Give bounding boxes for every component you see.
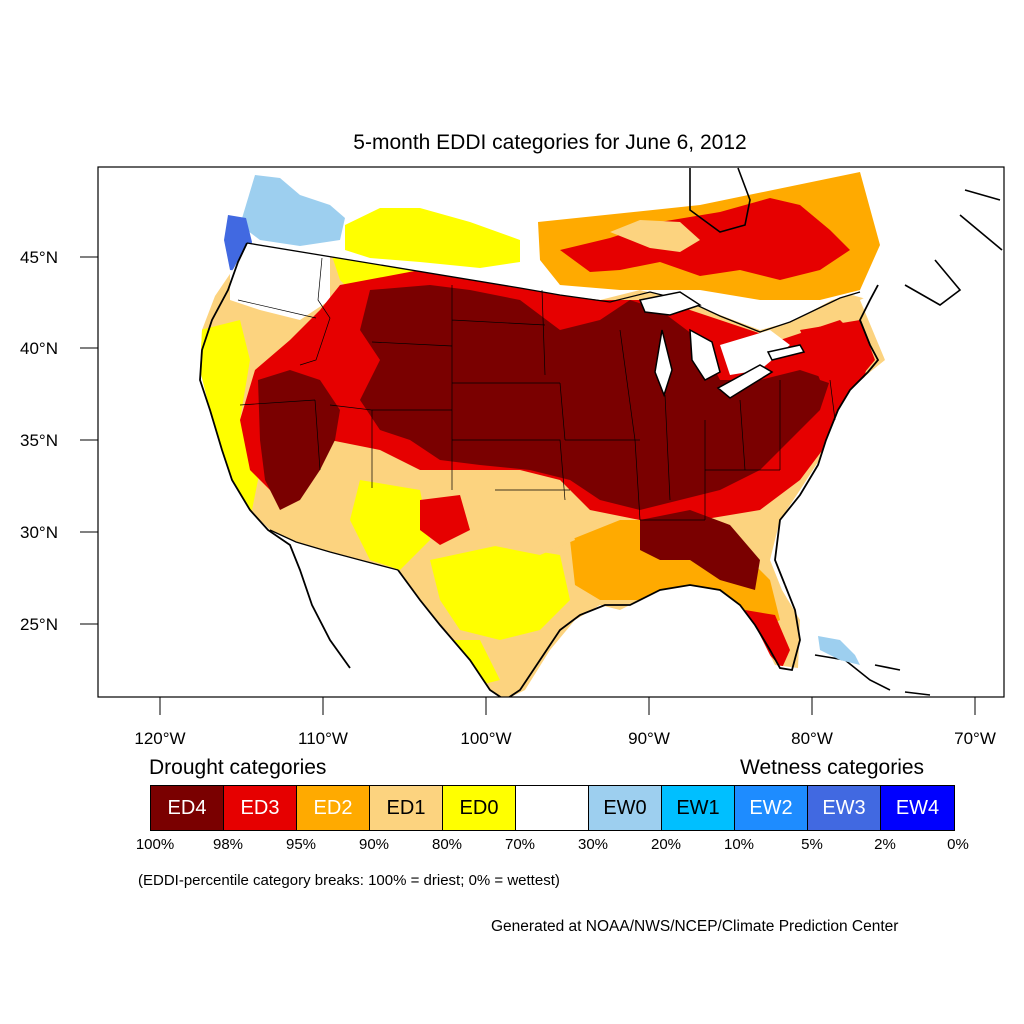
- lon-label-120w: 120°W: [134, 729, 185, 748]
- eddi-map: 45°N 40°N 35°N 30°N 25°N 120°W 110°W 100…: [20, 166, 1005, 748]
- legend-box-ed3: ED3: [224, 786, 297, 830]
- legend-break-label: 5%: [801, 836, 823, 853]
- lat-label-30: 30°N: [20, 523, 58, 542]
- legend-box-ew1: EW1: [662, 786, 735, 830]
- map-title: 5-month EDDI categories for June 6, 2012: [353, 131, 747, 154]
- category-note: (EDDI-percentile category breaks: 100% =…: [138, 872, 560, 889]
- legend-box-ed0: ED0: [443, 786, 516, 830]
- texas-ed0: [430, 545, 570, 640]
- legend-box-ew0: EW0: [589, 786, 662, 830]
- lat-label-25: 25°N: [20, 615, 58, 634]
- texas-ed1: [480, 495, 575, 555]
- lat-label-35: 35°N: [20, 431, 58, 450]
- lake-erie-white: [720, 330, 790, 375]
- lat-label-45: 45°N: [20, 248, 58, 267]
- nm-ed3: [420, 495, 470, 545]
- lon-label-100w: 100°W: [460, 729, 511, 748]
- legend-box-ew2: EW2: [735, 786, 808, 830]
- state-borders: [237, 257, 836, 521]
- east-coastline: [774, 284, 880, 586]
- alberta-ed0-region: [345, 208, 520, 268]
- legend-break-label: 30%: [577, 836, 609, 853]
- baja-ed4: [300, 560, 360, 640]
- lon-label-80w: 80°W: [791, 729, 833, 748]
- canada-ed1-region: [610, 220, 700, 252]
- category-breaks: 100% 98% 95% 90% 80% 70% 30% 20% 10% 5% 2% 0%: [0, 836, 1024, 856]
- legend-break-label: 90%: [358, 836, 390, 853]
- legend-box-neutral: [516, 786, 589, 830]
- lat-label-40: 40°N: [20, 339, 58, 358]
- legend-break-label: 20%: [650, 836, 682, 853]
- legend-break-label: 70%: [504, 836, 536, 853]
- legend-box-ed2: ED2: [297, 786, 370, 830]
- legend-break-label: 80%: [431, 836, 463, 853]
- drought-heading: Drought categories: [149, 756, 327, 779]
- lat-ticks: [80, 256, 98, 625]
- map-frame: [97, 166, 1005, 698]
- legend-break-label: 98%: [212, 836, 244, 853]
- hudson-bay-coast: [689, 167, 1003, 306]
- central-ed4: [360, 285, 830, 510]
- legend-break-label: 10%: [723, 836, 755, 853]
- legend-box-ed4: ED4: [151, 786, 224, 830]
- canada-ed3-region: [560, 198, 850, 280]
- basin-ed4: [258, 370, 340, 510]
- lon-label-70w: 70°W: [954, 729, 996, 748]
- caribbean-islands: [814, 654, 931, 696]
- canada-border: [246, 242, 861, 333]
- southwest-ed0: [350, 480, 430, 570]
- bahamas-wet: [818, 636, 860, 665]
- legend-break-label: 0%: [947, 836, 969, 853]
- mexico-border: [269, 529, 399, 571]
- legend-break-label: 2%: [874, 836, 896, 853]
- southeast-ed4: [640, 510, 760, 590]
- gulf-coastline: [397, 569, 801, 697]
- legend-box-ew4: EW4: [881, 786, 954, 830]
- lon-ticks: [159, 697, 976, 715]
- bc-wet-region: [240, 175, 345, 246]
- category-legend: ED4 ED3 ED2 ED1 ED0 EW0 EW1 EW2 EW3 EW4: [150, 785, 955, 831]
- ne-ed3: [800, 320, 875, 390]
- great-lakes: [638, 291, 806, 399]
- lon-label-90w: 90°W: [628, 729, 670, 748]
- mexico-ed3: [350, 590, 410, 650]
- legend-box-ed1: ED1: [370, 786, 443, 830]
- lon-label-110w: 110°W: [298, 729, 348, 748]
- east-of-maine-white: [860, 280, 1000, 620]
- legend-break-label: 95%: [285, 836, 317, 853]
- credit-line: Generated at NOAA/NWS/NCEP/Climate Predi…: [491, 918, 899, 935]
- wetness-heading: Wetness categories: [740, 756, 925, 779]
- florida-ed3: [745, 610, 790, 668]
- legend-break-label: 100%: [135, 836, 175, 853]
- west-coastline: [199, 242, 351, 669]
- pnw-white: [230, 243, 330, 320]
- legend-box-ew3: EW3: [808, 786, 881, 830]
